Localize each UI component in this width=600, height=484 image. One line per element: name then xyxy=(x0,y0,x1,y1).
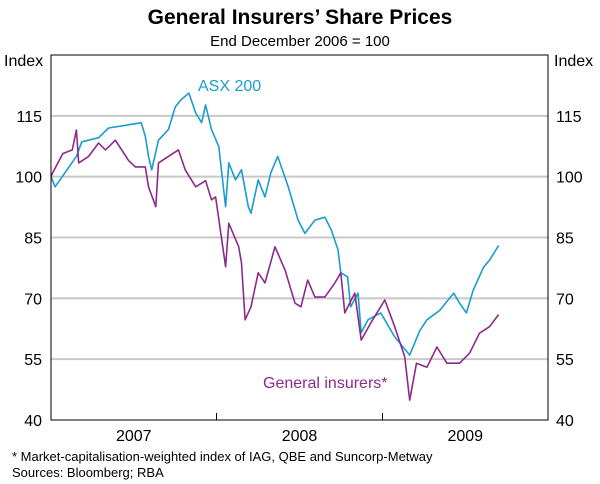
y-tick-label-right: 70 xyxy=(556,291,574,308)
series-label-asx200: ASX 200 xyxy=(198,78,261,95)
chart-title: General Insurers’ Share Prices xyxy=(148,6,453,29)
line-general-insurers xyxy=(50,129,500,401)
y-axis-label-right: Index xyxy=(554,53,593,70)
line-asx200 xyxy=(50,92,500,356)
y-tick-label-right: 115 xyxy=(556,109,582,126)
y-tick-label-left: 100 xyxy=(15,170,42,187)
chart-subtitle: End December 2006 = 100 xyxy=(210,33,390,50)
y-tick-label-left: 40 xyxy=(24,413,42,430)
plot-frame xyxy=(50,54,549,421)
y-tick-label-right: 85 xyxy=(556,231,574,248)
y-tick-label-left: 70 xyxy=(24,291,42,308)
y-tick-label-right: 40 xyxy=(556,413,574,430)
sources: Sources: Bloomberg; RBA xyxy=(12,465,164,480)
x-tick-label: 2008 xyxy=(282,428,318,445)
y-tick-label-right: 55 xyxy=(556,352,574,369)
footnote: * Market-capitalisation-weighted index o… xyxy=(12,449,433,464)
y-axis-label-left: Index xyxy=(4,53,43,70)
y-tick-label-left: 85 xyxy=(24,231,42,248)
x-tick-label: 2007 xyxy=(116,428,152,445)
series-lines xyxy=(50,92,500,401)
y-tick-label-left: 55 xyxy=(24,352,42,369)
x-tick-label: 2009 xyxy=(447,428,483,445)
y-tick-label-right: 100 xyxy=(556,170,583,187)
series-label-general-insurers: General insurers* xyxy=(263,375,388,392)
y-tick-label-left: 115 xyxy=(16,109,42,126)
axis-ticks: 40 40 55 55 70 70 85 85 100 100 115 115 2007 2008 2009 xyxy=(15,109,583,445)
gridlines xyxy=(51,114,548,361)
